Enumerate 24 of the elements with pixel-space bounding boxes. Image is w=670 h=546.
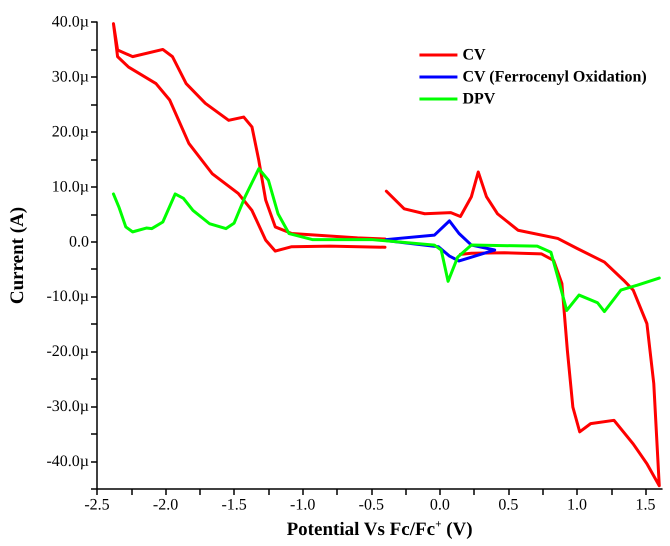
y-tick-label: 30.0µ — [52, 68, 89, 86]
x-tick-label: 1.5 — [636, 496, 656, 514]
x-tick-label: -0.5 — [358, 496, 384, 514]
x-tick-label: -2.0 — [152, 496, 178, 514]
y-axis-title: Current (A) — [7, 206, 28, 304]
y-tick-label: -20.0µ — [46, 343, 89, 360]
y-tick-label: -40.0µ — [46, 453, 89, 470]
x-tick-label: -2.5 — [84, 496, 110, 514]
line-series — [112, 167, 661, 314]
x-tick-label: -1.0 — [290, 496, 316, 514]
x-tick-label: 0.5 — [498, 496, 518, 514]
x-axis-title: Potential Vs Fc/Fc+ (V) — [286, 518, 473, 540]
x-tick-label: 0.0 — [430, 496, 450, 514]
y-tick-label: 20.0µ — [52, 123, 89, 140]
legend-label: CV (Ferrocenyl Oxidation) — [462, 68, 647, 86]
x-tick-label: -1.5 — [221, 496, 247, 514]
legend-label: CV — [462, 46, 486, 64]
y-tick-label: -10.0µ — [46, 288, 89, 306]
y-tick-label: 0.0 — [69, 233, 89, 250]
y-tick-label: 10.0µ — [52, 178, 89, 196]
y-tick-label: 40.0µ — [52, 14, 89, 30]
legend-label: DPV — [462, 90, 496, 108]
y-tick-label: -30.0µ — [46, 398, 89, 416]
x-tick-label: 1.0 — [566, 496, 587, 514]
